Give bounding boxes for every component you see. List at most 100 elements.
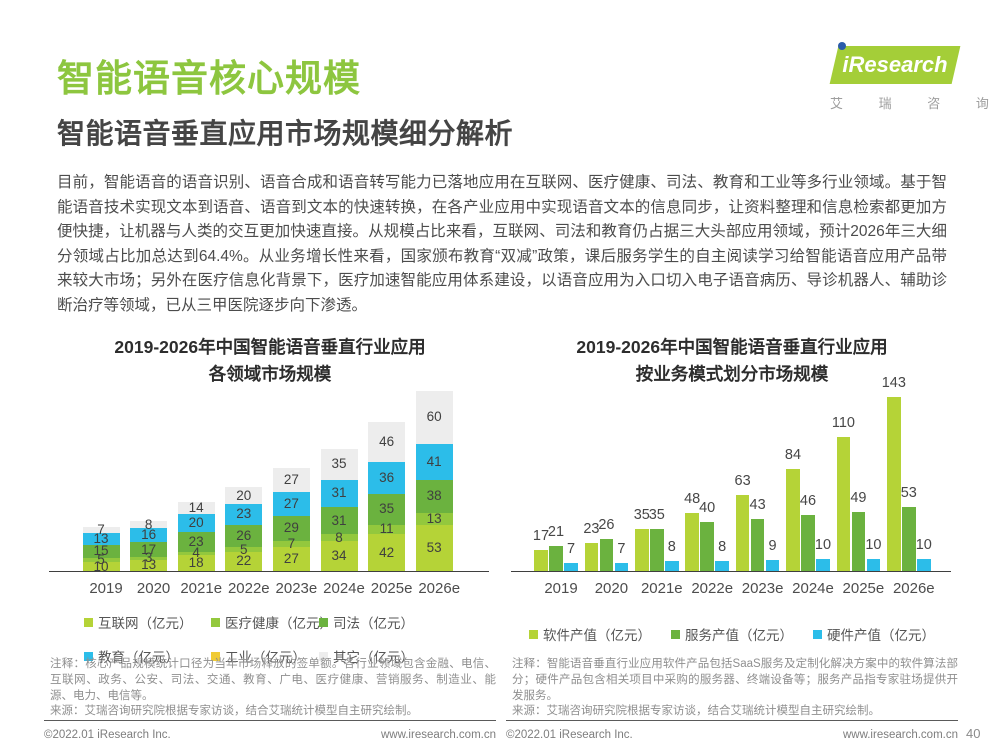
bar-value-label: 15	[93, 543, 109, 559]
legend-swatch-icon	[84, 651, 93, 661]
bar-segment	[130, 521, 168, 528]
bar-segment	[130, 542, 168, 557]
website-link[interactable]: www.iresearch.com.cn	[842, 729, 958, 741]
bar-value-label: 143	[881, 375, 906, 392]
bar-segment	[320, 534, 358, 542]
x-axis-label: 2021e	[640, 580, 683, 597]
bar-segment	[177, 513, 215, 532]
legend-label: 软件产值（亿元）	[543, 628, 651, 643]
chart-left-title: 2019-2026年中国智能语音垂直行业应用 各领域市场规模	[114, 337, 426, 384]
bar-segment	[368, 534, 406, 571]
page-title: 智能语音核心规模	[57, 58, 361, 99]
bar-segment	[320, 479, 358, 507]
bar-value-label: 46	[799, 493, 817, 510]
bar-segment	[415, 479, 453, 514]
bar-value-label: 41	[426, 453, 442, 469]
bar-segment	[272, 541, 310, 548]
legend-swatch-icon	[671, 629, 680, 639]
bar-value-label: 7	[97, 522, 105, 538]
copyright-text: ©2022.01 iResearch Inc.	[506, 729, 633, 741]
x-axis-label: 2023e	[275, 580, 318, 597]
bar	[614, 562, 629, 571]
bar-value-label: 26	[236, 527, 252, 543]
bar	[735, 494, 750, 571]
copyright-text: ©2022.01 iResearch Inc.	[44, 729, 171, 741]
legend-swatch-icon	[319, 617, 328, 627]
bar-value-label: 63	[734, 472, 751, 489]
bar-segment	[272, 468, 310, 492]
legend-swatch-icon	[211, 617, 220, 627]
bar-value-label: 27	[283, 551, 299, 567]
bar-segment	[415, 524, 453, 571]
bar-value-label: 5	[97, 552, 105, 567]
bar-value-label: 5	[240, 541, 248, 557]
bar-segment	[82, 544, 120, 558]
bar-value-label: 53	[426, 539, 442, 555]
bar	[549, 545, 563, 571]
bar	[534, 550, 548, 571]
x-axis-label: 2020	[136, 580, 171, 597]
chart-left-legend: 互联网（亿元） 医疗健康（亿元） 司法（亿元） 教育（亿元） 工业（亿元） 其它（亿元）	[84, 612, 414, 666]
legend-item: 工业（亿元）	[211, 646, 319, 666]
bar-value-label: 34	[331, 548, 347, 564]
page-number: 40	[966, 726, 981, 741]
bar-value-label: 84	[784, 446, 802, 463]
source-text: 来源：艾瑞咨询研究院根据专家访谈，结合艾瑞统计模型自主研究绘制。	[512, 705, 880, 718]
bar-value-label: 35	[331, 456, 347, 472]
x-axis-label: 2019	[544, 580, 578, 597]
bar-value-label: 49	[850, 489, 867, 506]
bar-value-label: 13	[93, 531, 109, 546]
x-axis-label: 2023e	[741, 580, 784, 597]
bar-segment	[177, 531, 215, 552]
bar	[700, 522, 714, 571]
bar-value-label: 17	[141, 541, 157, 557]
bar-value-label: 7	[617, 540, 626, 557]
legend-swatch-icon	[529, 629, 538, 639]
bar-value-label: 42	[379, 544, 395, 560]
legend-item: 硬件产值（亿元）	[813, 624, 935, 644]
bar-value-label: 9	[768, 538, 777, 555]
legend-label: 医疗健康（亿元）	[225, 616, 333, 631]
bar-segment	[130, 528, 168, 542]
bar-value-label: 16	[141, 527, 157, 542]
legend-swatch-icon	[813, 629, 822, 639]
bar-segment	[82, 533, 120, 545]
bar	[887, 397, 901, 571]
bar	[902, 506, 916, 571]
legend-swatch-icon	[84, 617, 93, 627]
legend-item: 互联网（亿元）	[84, 612, 211, 632]
bar-value-label: 35	[648, 506, 665, 523]
bar-value-label: 18	[188, 555, 204, 571]
bar-value-label: 11	[379, 521, 394, 537]
bar-value-label: 60	[426, 409, 442, 425]
bar	[715, 561, 729, 571]
legend-label: 硬件产值（亿元）	[827, 628, 935, 643]
bar-segment	[320, 541, 358, 571]
bar-value-label: 23	[583, 521, 600, 538]
bar-segment	[177, 501, 215, 514]
bar-value-label: 10	[915, 536, 932, 553]
bar-segment	[368, 493, 406, 525]
chart-right-x-axis: 2019 2020 2021e 2022e 2023e 2024e 2025e 2026e	[511, 580, 951, 600]
bar-value-label: 10	[814, 536, 832, 553]
bar	[584, 543, 599, 571]
bar	[851, 511, 866, 571]
legend-label: 其它（亿元）	[333, 650, 414, 665]
bar-segment	[225, 547, 263, 552]
iresearch-logo: iResearch 艾 瑞 咨 询	[824, 42, 989, 112]
bar-value-label: 31	[331, 512, 347, 528]
legend-item: 司法（亿元）	[319, 612, 414, 632]
bar-segment	[415, 513, 453, 525]
bar-value-label: 21	[547, 523, 565, 540]
bar-value-label: 4	[192, 545, 200, 561]
bar-segment	[82, 562, 120, 571]
footer-left: ©2022.01 iResearch Inc. www.iresearch.co…	[44, 720, 496, 741]
chart-left-notes: 注释：核心产品规模统计口径为当年市场释放的签单额。各行业领域包含金融、电信、互联…	[50, 657, 496, 720]
website-link[interactable]: www.iresearch.com.cn	[380, 729, 496, 741]
bar-value-label: 35	[379, 501, 395, 517]
bar-value-label: 38	[426, 488, 442, 504]
x-axis-label: 2025e	[842, 580, 885, 597]
x-axis-label: 2022e	[227, 580, 270, 597]
bar-value-label: 3	[144, 550, 153, 566]
